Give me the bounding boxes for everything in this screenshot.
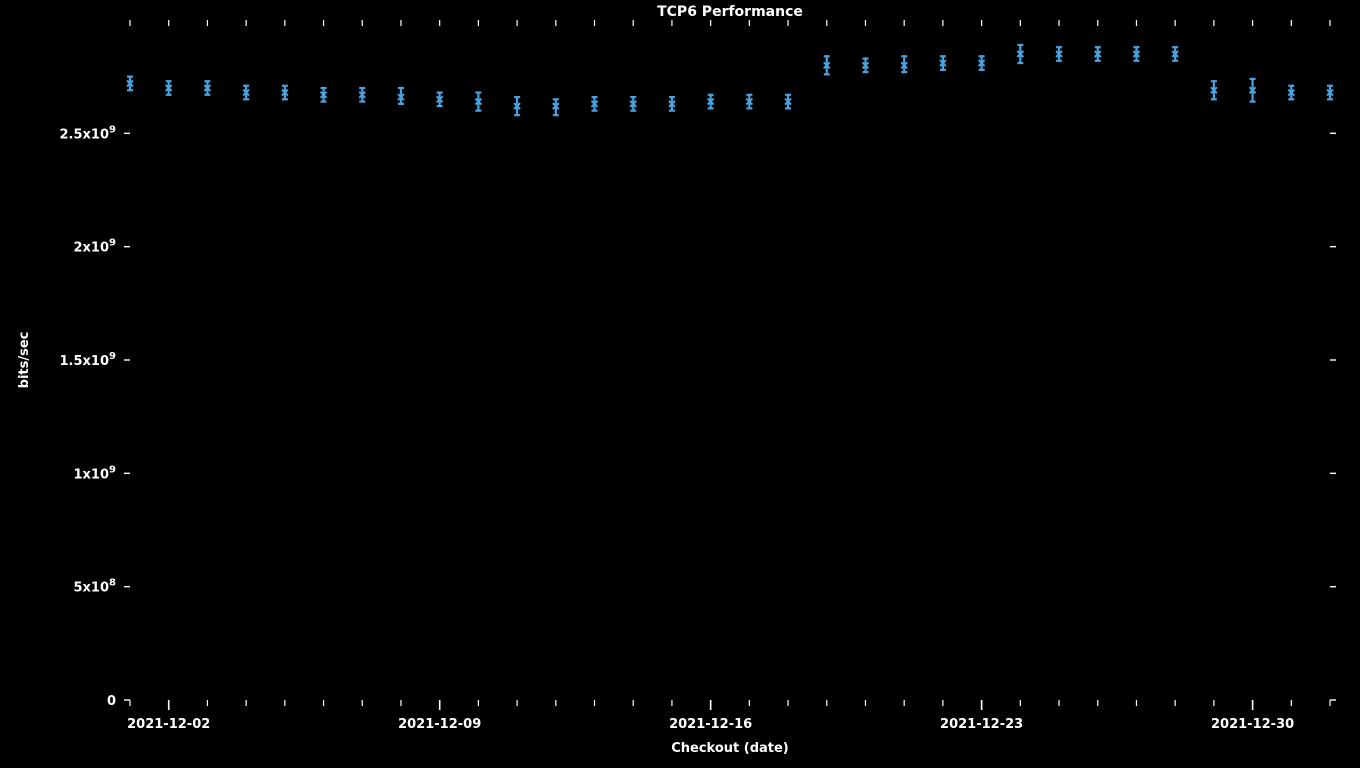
y-tick-label: 1.5x109 — [60, 351, 117, 369]
x-tick-label: 2021-12-02 — [127, 717, 210, 732]
x-tick-label: 2021-12-09 — [398, 717, 481, 732]
y-tick-label: 0 — [107, 694, 116, 709]
y-axis-label: bits/sec — [17, 332, 32, 389]
y-tick-label: 2.5x109 — [60, 124, 117, 142]
x-tick-label: 2021-12-16 — [669, 717, 752, 732]
x-axis-label: Checkout (date) — [671, 741, 789, 756]
chart-title: TCP6 Performance — [657, 4, 803, 20]
x-tick-label: 2021-12-30 — [1211, 717, 1294, 732]
tcp6-performance-chart: TCP6 Performance05x1081x1091.5x1092x1092… — [0, 0, 1360, 768]
x-tick-label: 2021-12-23 — [940, 717, 1023, 732]
